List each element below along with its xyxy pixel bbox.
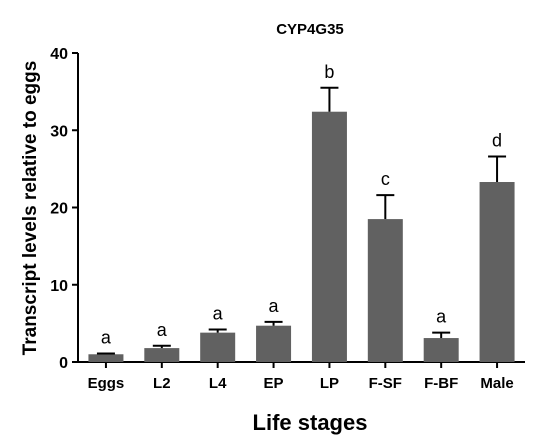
x-tick-label: L2 (153, 375, 171, 392)
significance-letter: a (213, 304, 224, 324)
x-tick-label: EP (264, 375, 284, 392)
y-tick-label: 40 (50, 46, 68, 63)
bar (423, 338, 459, 362)
x-tick-label: Eggs (88, 375, 125, 392)
significance-letter: a (101, 328, 112, 348)
x-tick-label: Male (480, 375, 513, 392)
chart-title: CYP4G35 (276, 21, 344, 38)
bars-group: a a a a b c a d (88, 62, 515, 363)
x-tick-label: F-SF (369, 375, 402, 392)
bar (311, 111, 347, 363)
y-axis-label: Transcript levels relative to eggs (20, 61, 41, 356)
bar (479, 182, 515, 362)
bar (200, 332, 236, 362)
x-axis: Eggs L2 L4 EP LP F-SF F-BF Male (78, 361, 525, 392)
y-tick-label: 20 (50, 201, 68, 218)
x-tick-label: F-BF (424, 375, 458, 392)
y-tick-label: 10 (50, 278, 68, 295)
x-axis-label: Life stages (253, 410, 368, 435)
significance-letter: a (157, 320, 168, 340)
significance-letter: b (324, 62, 334, 82)
significance-letter: c (381, 169, 390, 189)
bar (256, 325, 292, 362)
bar (88, 354, 124, 362)
y-tick-label: 0 (59, 355, 68, 372)
significance-letter: d (492, 131, 502, 151)
significance-letter: a (269, 296, 280, 316)
y-axis: 0 10 20 30 40 (50, 46, 79, 372)
x-tick-label: LP (320, 375, 339, 392)
bar (144, 348, 180, 362)
bar (367, 219, 403, 362)
y-tick-label: 30 (50, 123, 68, 140)
significance-letter: a (436, 307, 447, 327)
x-tick-label: L4 (209, 375, 227, 392)
